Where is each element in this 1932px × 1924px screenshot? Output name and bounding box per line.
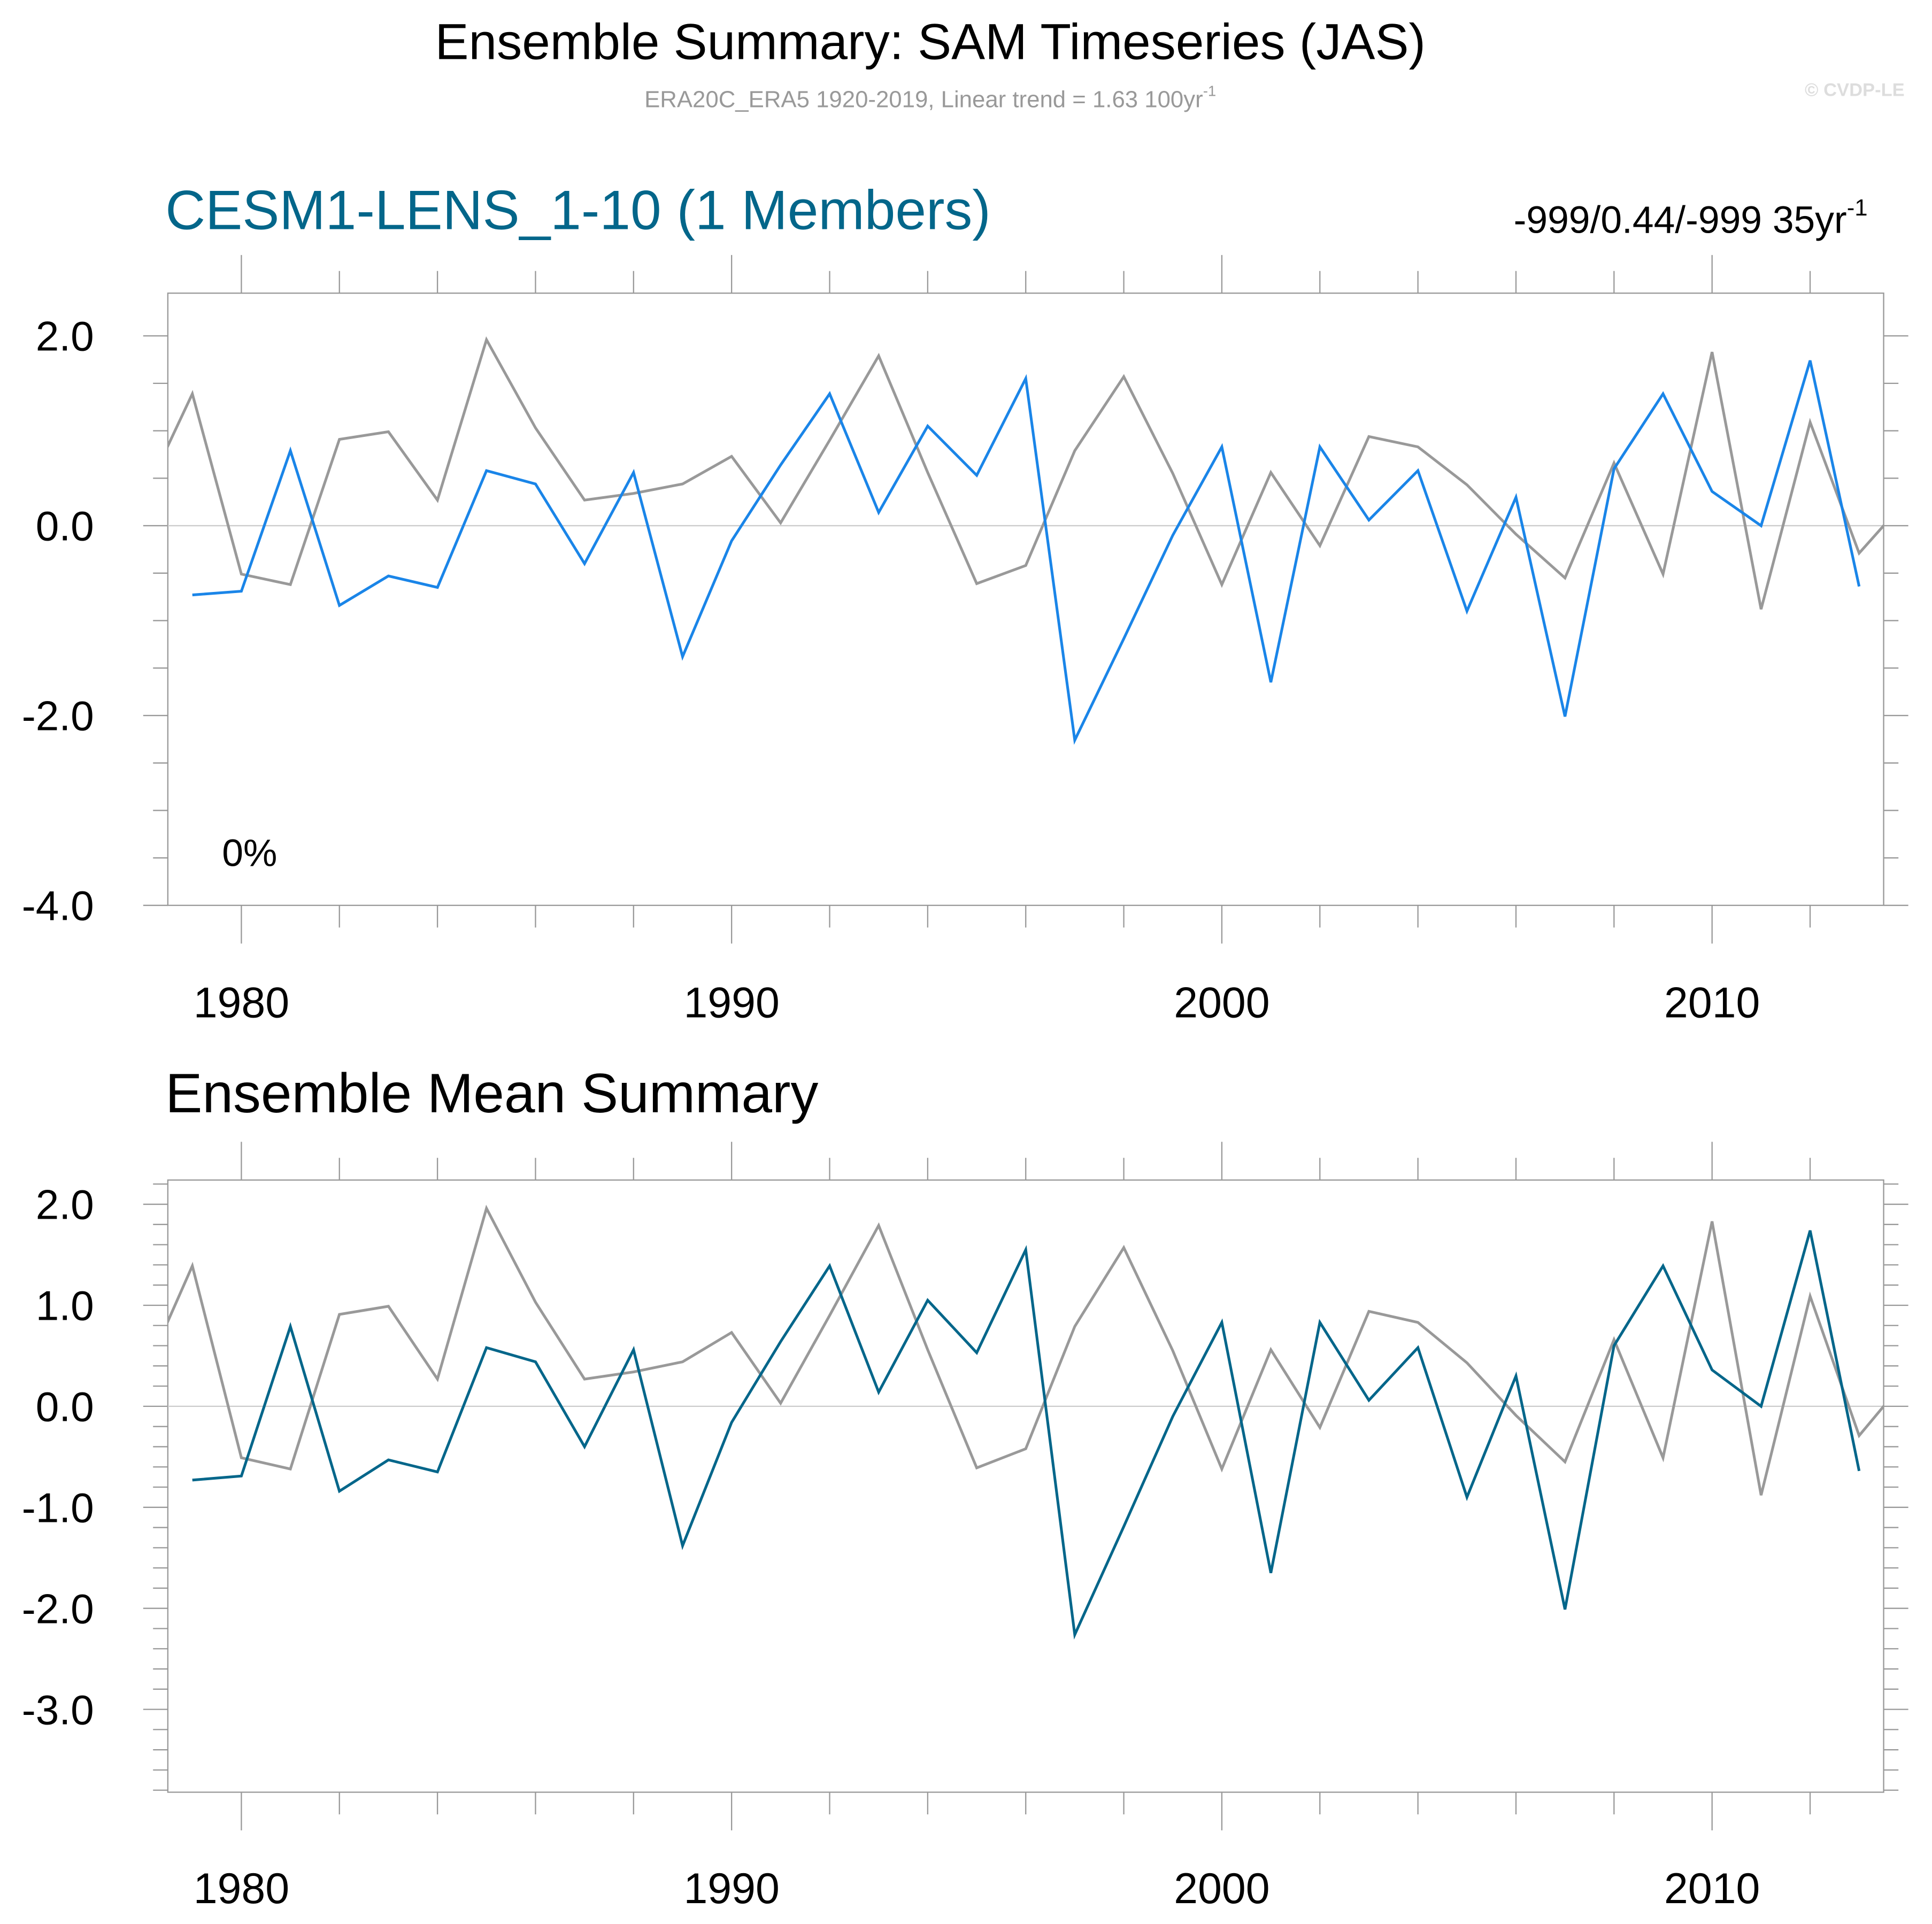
y-tick-label: -1.0 [22,1484,94,1531]
figure-title: Ensemble Summary: SAM Timeseries (JAS) [435,14,1425,71]
panel-right-label: -999/0.44/-999 35yr-1 [1514,195,1868,241]
x-tick-label: 1980 [194,979,289,1027]
y-tick-label: 1.0 [36,1282,94,1329]
x-tick-label: 2000 [1174,1865,1269,1913]
copyright-watermark: © CVDP-LE [1805,80,1905,101]
series-group [167,1204,1884,1640]
right-label-superscript: -1 [1847,195,1868,221]
panel-member: CESM1-LENS_1-10 (1 Members) -999/0.44/-9… [22,179,1908,1027]
subtitle-text: ERA20C_ERA5 1920-2019, Linear trend = 1.… [644,86,1203,112]
y-tick-label: -4.0 [22,882,94,929]
y-tick-label: -3.0 [22,1686,94,1733]
panel-title: CESM1-LENS_1-10 (1 Members) [165,179,991,241]
panel-ensemble-mean: Ensemble Mean Summary 1980 1990 2000 2010 2.… [22,1062,1908,1913]
y-tick-label: -2.0 [22,1585,94,1632]
y-tick-label: 0.0 [36,503,94,550]
figure-subtitle: ERA20C_ERA5 1920-2019, Linear trend = 1.… [644,83,1216,113]
y-tick-label: 0.0 [36,1383,94,1430]
series-group [167,336,1884,745]
series-line-ensemble-mean [192,1230,1861,1640]
series-line-observations [167,1204,1884,1496]
right-label-text: -999/0.44/-999 35yr [1514,198,1847,241]
x-tick-label: 2010 [1664,1865,1760,1913]
plot-frame [167,1179,1884,1793]
percent-annotation: 0% [222,832,277,874]
y-tick-label: -2.0 [22,692,94,740]
panel-title: Ensemble Mean Summary [165,1062,818,1124]
x-tick-label: 2000 [1174,979,1269,1027]
x-tick-label: 1980 [194,1865,289,1913]
y-tick-label: 2.0 [36,313,94,360]
subtitle-superscript: -1 [1203,83,1217,99]
x-tick-label: 1990 [683,979,779,1027]
x-tick-label: 2010 [1664,979,1760,1027]
series-line-observations [167,336,1884,610]
series-line-member [192,360,1861,745]
y-tick-label: 2.0 [36,1181,94,1228]
x-tick-label: 1990 [683,1865,779,1913]
